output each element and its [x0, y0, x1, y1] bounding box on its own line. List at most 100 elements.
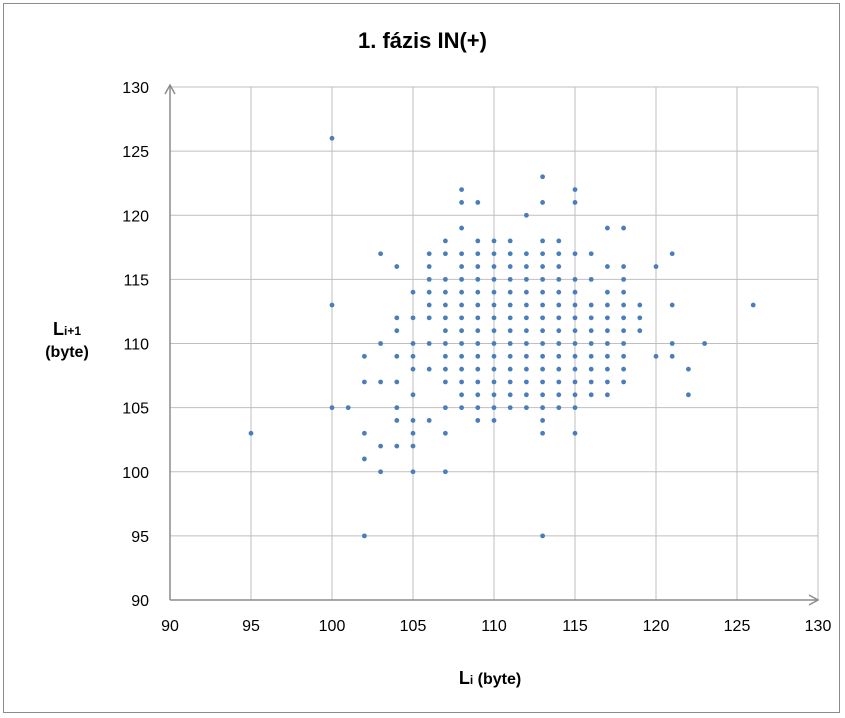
data-point: [475, 379, 481, 385]
data-point: [378, 379, 383, 385]
data-point: [491, 264, 497, 269]
data-point: [394, 264, 400, 269]
data-point: [556, 353, 562, 359]
data-point: [394, 315, 400, 321]
data-point: [524, 353, 529, 359]
data-point: [605, 392, 610, 398]
data-point: [621, 225, 626, 231]
data-point: [426, 341, 432, 346]
data-point: [443, 341, 448, 346]
data-point: [556, 341, 562, 346]
data-point: [443, 430, 448, 436]
data-point: [459, 379, 464, 385]
data-point: [491, 302, 497, 308]
data-point: [378, 469, 383, 475]
data-point: [475, 276, 481, 282]
data-point: [540, 200, 545, 205]
data-point: [507, 392, 513, 398]
data-point: [540, 276, 545, 282]
data-point: [540, 392, 545, 398]
gridlines: [170, 86, 819, 600]
data-point: [475, 200, 481, 205]
data-point: [345, 405, 351, 411]
data-point: [621, 264, 626, 269]
data-point: [572, 392, 578, 398]
data-point: [524, 302, 529, 308]
data-point: [524, 264, 529, 269]
data-point: [524, 276, 529, 282]
data-points: [248, 135, 756, 539]
data-point: [426, 264, 432, 269]
data-point: [459, 302, 464, 308]
data-point: [637, 302, 643, 308]
data-point: [556, 379, 562, 385]
data-point: [605, 315, 610, 321]
data-point: [475, 366, 481, 372]
data-point: [378, 251, 383, 257]
data-point: [588, 315, 594, 321]
data-point: [556, 328, 562, 334]
data-point: [669, 341, 675, 346]
data-point: [394, 405, 400, 411]
data-point: [443, 276, 448, 282]
data-point: [572, 315, 578, 321]
data-point: [572, 289, 578, 295]
data-point: [524, 405, 529, 411]
data-point: [621, 302, 626, 308]
x-tick-label: 95: [242, 618, 260, 635]
data-point: [443, 289, 448, 295]
data-point: [378, 341, 383, 346]
data-point: [605, 379, 610, 385]
data-point: [362, 456, 367, 462]
data-point: [443, 302, 448, 308]
data-point: [621, 379, 626, 385]
x-axis-label-main: L: [458, 668, 470, 688]
y-axis-label-sub: i+1: [63, 324, 81, 338]
data-point: [588, 392, 594, 398]
data-point: [362, 353, 367, 359]
data-point: [378, 443, 383, 449]
data-point: [588, 302, 594, 308]
data-point: [588, 366, 594, 372]
data-point: [621, 366, 626, 372]
data-point: [507, 405, 513, 411]
data-point: [540, 366, 545, 372]
data-point: [443, 366, 448, 372]
data-point: [621, 315, 626, 321]
data-point: [475, 405, 481, 411]
data-point: [426, 289, 432, 295]
data-point: [540, 251, 545, 257]
data-point: [459, 366, 464, 372]
data-point: [475, 264, 481, 269]
data-point: [410, 366, 416, 372]
data-point: [491, 366, 497, 372]
data-point: [572, 200, 578, 205]
data-point: [410, 353, 416, 359]
data-point: [637, 315, 643, 321]
data-point: [572, 328, 578, 334]
data-point: [588, 353, 594, 359]
x-tick-label: 105: [400, 618, 427, 635]
data-point: [410, 341, 416, 346]
data-point: [524, 392, 529, 398]
data-point: [524, 379, 529, 385]
data-point: [410, 469, 416, 475]
data-point: [394, 353, 400, 359]
data-point: [507, 289, 513, 295]
data-point: [507, 238, 513, 244]
data-point: [669, 302, 675, 308]
y-tick-label: 110: [123, 337, 149, 354]
data-point: [540, 533, 545, 539]
data-point: [588, 341, 594, 346]
data-point: [605, 341, 610, 346]
data-point: [572, 430, 578, 436]
data-point: [459, 276, 464, 282]
data-point: [507, 366, 513, 372]
data-point: [443, 405, 448, 411]
data-point: [540, 418, 545, 423]
data-point: [362, 379, 367, 385]
data-point: [443, 251, 448, 257]
data-point: [605, 264, 610, 269]
data-point: [507, 379, 513, 385]
